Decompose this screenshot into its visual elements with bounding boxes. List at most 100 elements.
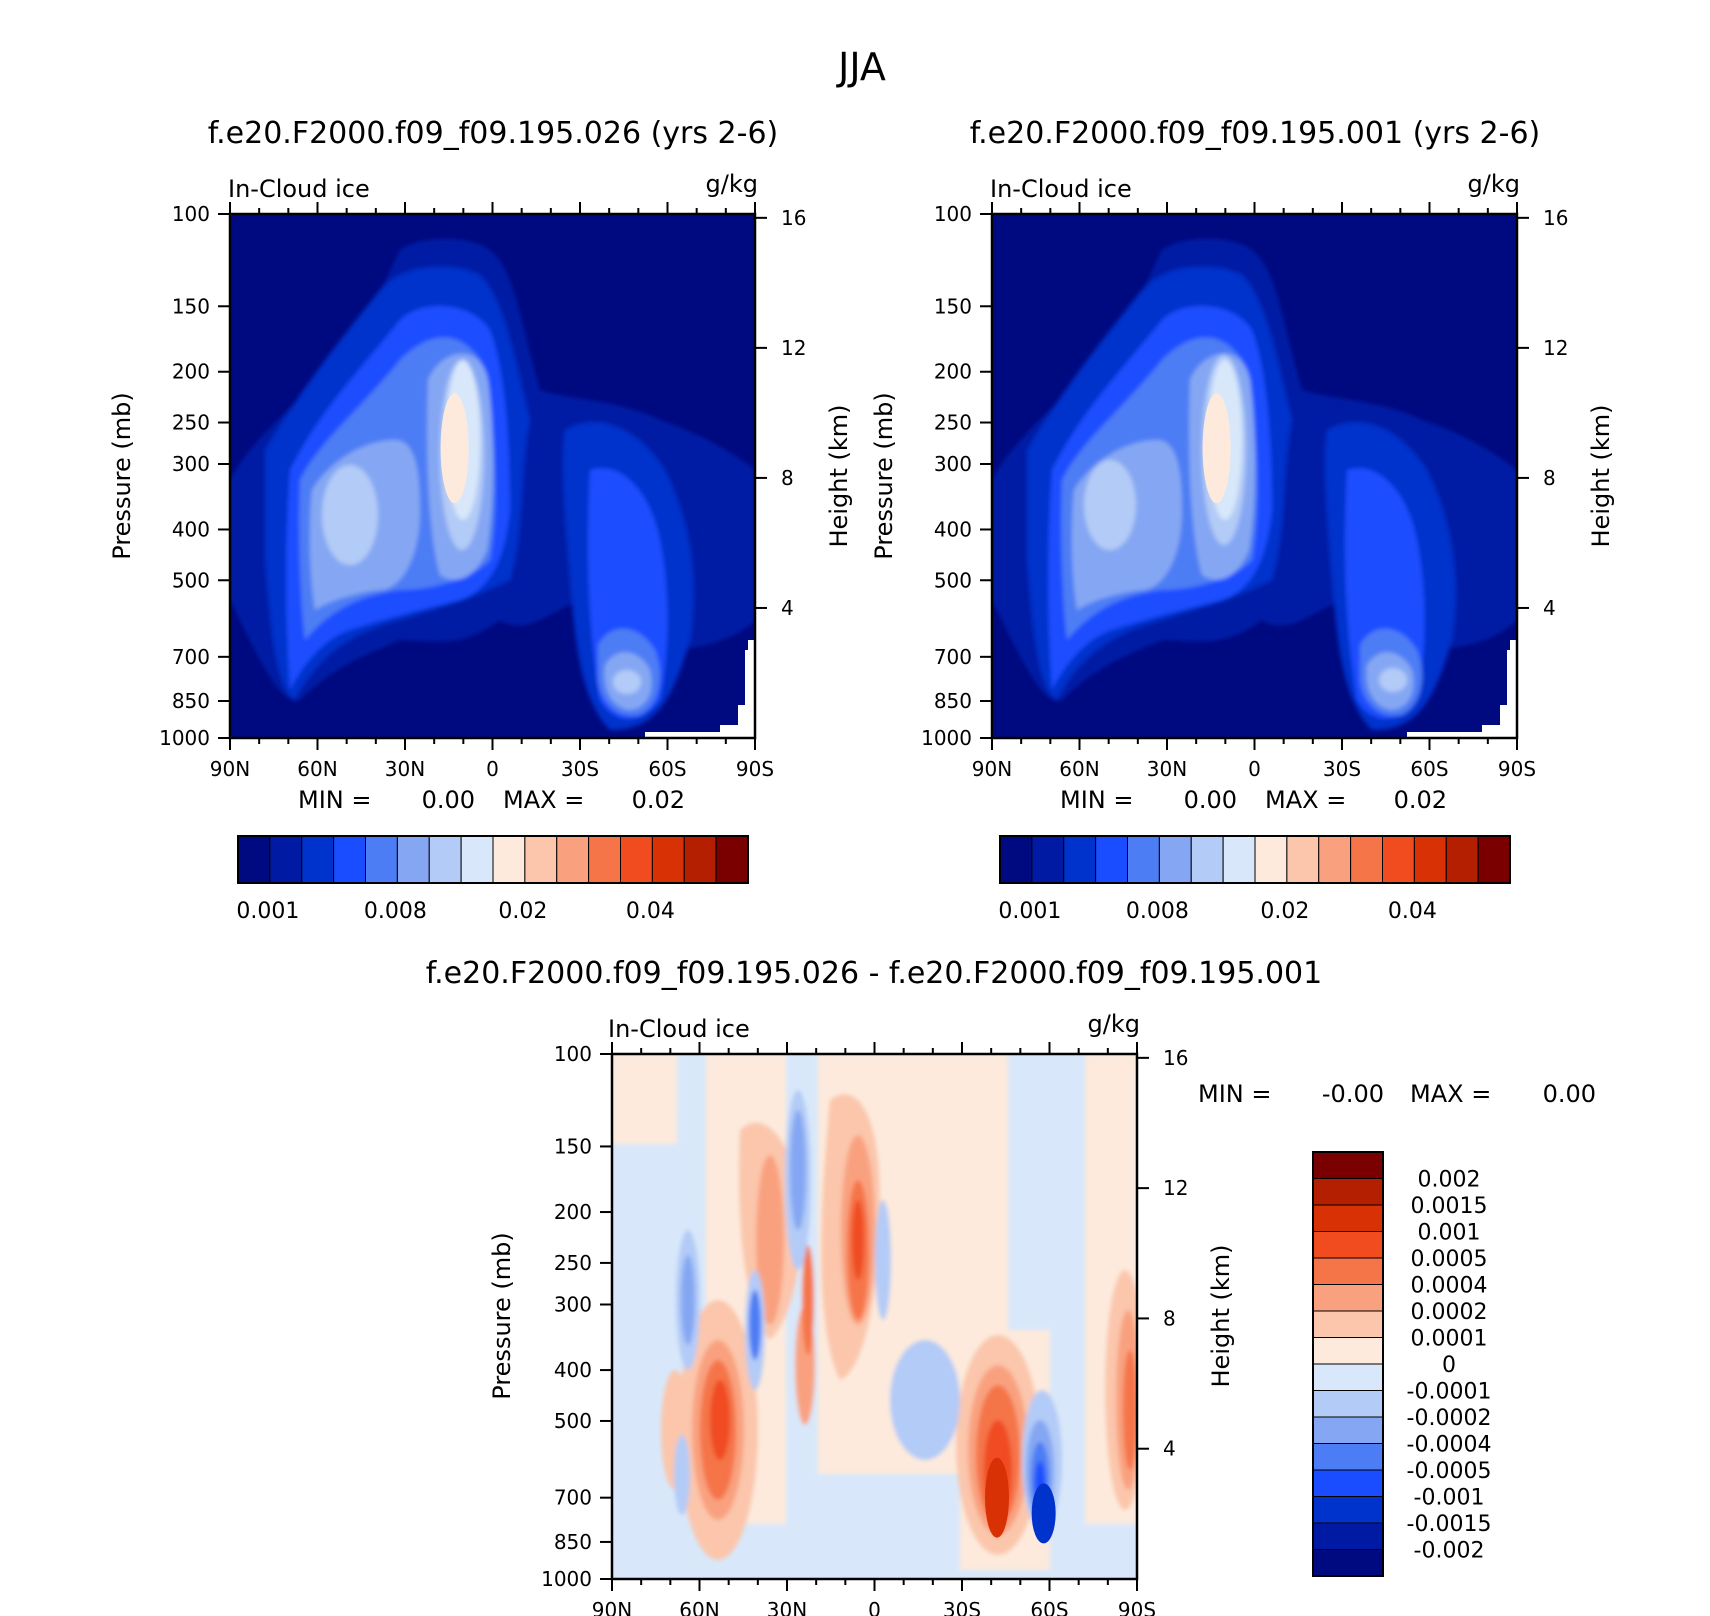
colorbar-label: 0.0015: [1411, 1194, 1488, 1219]
panel-c-max-label: MAX =: [1410, 1080, 1491, 1108]
y-tick-label: 200: [172, 360, 210, 384]
colorbar-box: [1318, 835, 1352, 884]
colorbar-box: [620, 835, 653, 884]
panel-a-missing-corner: [645, 640, 755, 738]
panel-b-band-6: [1084, 460, 1136, 550]
x-tick-label: 0: [1248, 757, 1261, 781]
panel-a-band-6c: [613, 670, 641, 694]
panel-c-neg-str-1: [681, 1255, 695, 1345]
panel-c-axes: 90N 60N 30N 0 30S 60S 90S 100 150 200 250 300 400 500…: [541, 1042, 1188, 1616]
panel-a-max-label: MAX =: [503, 786, 584, 814]
colorbar-box: [1312, 1257, 1384, 1285]
height-tick-label: 8: [781, 466, 794, 490]
y-tick-label: 850: [934, 689, 972, 713]
colorbar-label: 0.02: [498, 899, 547, 924]
colorbar-label: 0.0001: [1411, 1327, 1488, 1352]
colorbar-box: [683, 835, 717, 884]
y-tick-label: 850: [554, 1530, 592, 1554]
x-tick-label: 90N: [592, 1598, 632, 1616]
y-tick-label: 850: [172, 689, 210, 713]
height-tick-label: 16: [781, 206, 806, 230]
y-tick-label: 400: [554, 1358, 592, 1382]
colorbar-label: 0.04: [1388, 899, 1437, 924]
colorbar-box: [396, 835, 430, 884]
colorbar-box: [460, 835, 494, 884]
height-tick-label: 4: [781, 596, 794, 620]
panel-b-missing-corner: [1407, 640, 1517, 738]
colorbar-box: [588, 835, 621, 884]
x-tick-label: 90S: [1118, 1598, 1156, 1616]
colorbar-box: [1312, 1231, 1384, 1259]
colorbar-label: 0: [1442, 1353, 1456, 1378]
y-tick-label: 400: [934, 517, 972, 541]
colorbar-frame: [999, 835, 1511, 884]
y-tick-label: 300: [172, 452, 210, 476]
colorbar-box: [492, 835, 526, 884]
colorbar-label: 0.001: [998, 899, 1061, 924]
panel-a-band-6: [322, 465, 378, 565]
y-tick-label: 150: [934, 294, 972, 318]
colorbar-box: [301, 835, 335, 884]
colorbar-label: 0.002: [1418, 1168, 1481, 1193]
colorbar-box: [1312, 1416, 1384, 1444]
panel-a-ylabel: Pressure (mb): [108, 392, 136, 559]
panel-a: f.e20.F2000.f09_f09.195.026 (yrs 2-6) In…: [108, 116, 853, 924]
panel-c-min-mark: [1031, 1483, 1056, 1544]
figure-title: JJA: [836, 45, 886, 89]
panel-c-neg-mid-4: [875, 1200, 891, 1320]
colorbar-box: [1127, 835, 1160, 884]
y-tick-label: 500: [172, 568, 210, 592]
x-tick-label: 30S: [1323, 757, 1361, 781]
panel-c-variable: In-Cloud ice: [608, 1015, 750, 1043]
colorbar-box: [715, 835, 749, 884]
panel-c-pos-cap-1: [612, 1054, 677, 1144]
colorbar-label: -0.002: [1414, 1539, 1485, 1564]
colorbar-label: 0.0002: [1411, 1300, 1488, 1325]
panel-c-pos-str-3: [756, 1155, 784, 1325]
colorbar-box: [1477, 835, 1511, 884]
panel-b-max-mark: [1202, 393, 1231, 504]
x-tick-label: 60S: [1410, 757, 1448, 781]
panel-b-variable: In-Cloud ice: [990, 175, 1132, 203]
panel-b-ylabel-right: Height (km): [1587, 405, 1615, 548]
panel-c-neg-str-2: [790, 1110, 806, 1230]
colorbar-label: 0.02: [1260, 899, 1309, 924]
x-tick-label: 90S: [736, 757, 774, 781]
colorbar-box: [1312, 1337, 1384, 1365]
height-tick-label: 8: [1163, 1306, 1176, 1330]
panel-c-neg-str-4: [749, 1290, 761, 1360]
panel-b-axes: 90N 60N 30N 0 30S 60S 90S 100 150 200 250 300 400 500…: [921, 202, 1568, 781]
colorbar-box: [1312, 1549, 1384, 1577]
panel-b-band-6c: [1379, 668, 1407, 692]
x-tick-label: 60S: [1030, 1598, 1068, 1616]
panel-b-ylabel: Pressure (mb): [870, 392, 898, 559]
y-tick-label: 200: [934, 360, 972, 384]
y-tick-label: 200: [554, 1200, 592, 1224]
colorbar-label: -0.0005: [1407, 1459, 1492, 1484]
colorbar-label: 0.008: [1126, 899, 1189, 924]
panel-b: f.e20.F2000.f09_f09.195.001 (yrs 2-6) In…: [870, 116, 1615, 924]
colorbar-label: -0.0002: [1407, 1406, 1492, 1431]
panel-b-title: f.e20.F2000.f09_f09.195.001 (yrs 2-6): [970, 116, 1540, 151]
colorbar-box: [1312, 1178, 1384, 1206]
colorbar-label: 0.001: [236, 899, 299, 924]
colorbar-box: [1312, 1310, 1384, 1338]
y-tick-label: 250: [172, 411, 210, 435]
panel-c-ylabel-right: Height (km): [1207, 1245, 1235, 1388]
panel-c-max-value: 0.00: [1543, 1080, 1596, 1108]
height-tick-label: 12: [781, 336, 806, 360]
y-tick-label: 700: [172, 645, 210, 669]
colorbar-label: 0.04: [626, 899, 675, 924]
panel-a-max-mark: [440, 393, 469, 504]
x-tick-label: 30N: [767, 1598, 807, 1616]
colorbar-box: [556, 835, 590, 884]
y-tick-label: 250: [934, 411, 972, 435]
y-tick-label: 150: [554, 1134, 592, 1158]
colorbar-label: 0.0004: [1411, 1274, 1488, 1299]
panel-c-field: [612, 1054, 1137, 1579]
panel-b-units: g/kg: [1468, 170, 1520, 198]
panel-a-axes: 90N 60N 30N 0 30S 60S 90S 100 150 200 250 300 400 500…: [159, 202, 806, 781]
colorbar-box: [1312, 1443, 1384, 1471]
panel-b-min-value: 0.00: [1184, 786, 1237, 814]
panel-a-units: g/kg: [706, 170, 758, 198]
